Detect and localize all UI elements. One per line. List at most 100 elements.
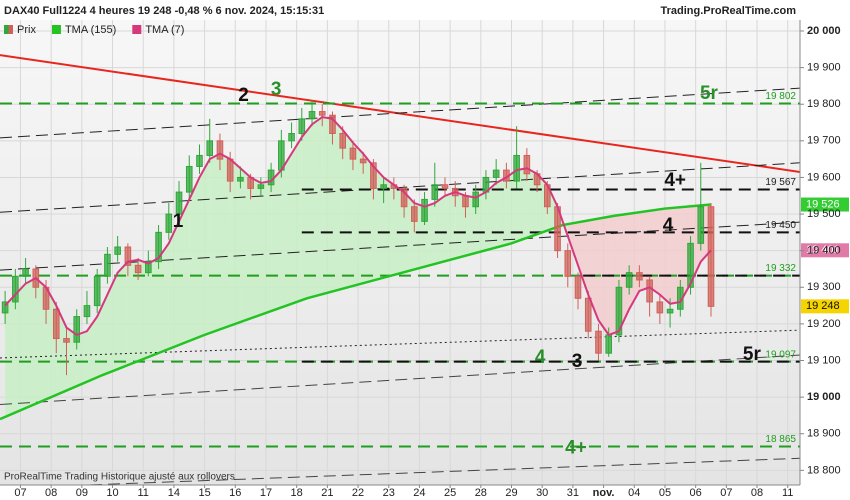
legend-label: Prix bbox=[17, 24, 36, 36]
x-tick-label: 06 bbox=[690, 487, 702, 499]
area-fill bbox=[5, 294, 16, 417]
candle-body bbox=[145, 261, 152, 274]
area-fill bbox=[383, 177, 394, 278]
area-fill bbox=[588, 218, 599, 321]
footer: ProRealTime Trading Historique ajusté au… bbox=[4, 472, 235, 483]
candle-body bbox=[707, 206, 715, 307]
area-fill bbox=[76, 331, 87, 387]
x-tick-label: 28 bbox=[475, 487, 487, 499]
x-tick-label: 21 bbox=[321, 487, 333, 499]
candle-body bbox=[370, 162, 377, 189]
candle-body bbox=[605, 334, 612, 354]
source: Trading.ProRealTime.com bbox=[660, 5, 796, 17]
x-tick-label: 30 bbox=[536, 487, 548, 499]
price-marker bbox=[801, 197, 849, 212]
candle-body bbox=[492, 169, 500, 178]
area-fill bbox=[107, 272, 118, 374]
area-fill bbox=[250, 177, 261, 319]
area-fill bbox=[475, 192, 486, 253]
candle-body bbox=[267, 169, 275, 186]
area-fill bbox=[496, 177, 507, 248]
candle-body bbox=[329, 114, 336, 135]
trendline bbox=[0, 87, 800, 139]
candle-body bbox=[114, 246, 121, 255]
candle-body bbox=[513, 154, 520, 182]
y-tick-label: 19 500 bbox=[807, 208, 841, 220]
price-marker bbox=[801, 299, 849, 314]
area-fill bbox=[465, 195, 476, 256]
candle-body bbox=[411, 206, 418, 222]
candle-body bbox=[237, 176, 244, 182]
area-fill bbox=[15, 283, 26, 413]
candle-body bbox=[226, 158, 234, 182]
price-marker-label: 19 401 bbox=[806, 244, 840, 256]
candle-body bbox=[22, 268, 29, 277]
candle-body bbox=[431, 184, 439, 200]
area-fill bbox=[434, 195, 446, 264]
candle-body bbox=[523, 154, 531, 175]
x-tick-label: 07 bbox=[720, 487, 732, 499]
wave-label: 3 bbox=[572, 351, 583, 372]
candle-body bbox=[63, 338, 70, 343]
area-fill bbox=[158, 243, 169, 354]
candle-body bbox=[298, 118, 306, 135]
candle-body bbox=[318, 111, 326, 116]
candle-body bbox=[636, 272, 643, 281]
y-tick-label: 20 000 bbox=[807, 25, 841, 37]
candle-body bbox=[349, 147, 357, 160]
area-fill bbox=[670, 207, 681, 304]
x-axis-background bbox=[0, 485, 800, 500]
level-label: 19 567 bbox=[765, 177, 796, 188]
candle-body bbox=[196, 154, 203, 167]
x-tick-label: 05 bbox=[659, 487, 671, 499]
candle-body bbox=[185, 165, 193, 193]
trendline bbox=[0, 162, 800, 213]
area-fill bbox=[240, 168, 251, 323]
area-fill bbox=[230, 159, 241, 326]
trendline bbox=[0, 54, 800, 173]
area-fill bbox=[219, 153, 231, 330]
candle-body bbox=[206, 140, 214, 156]
candle-body bbox=[595, 330, 602, 354]
legend-label: TMA (155) bbox=[65, 24, 116, 36]
area-fill bbox=[138, 259, 149, 362]
area-fill bbox=[117, 261, 128, 370]
header-bar bbox=[0, 0, 800, 20]
price-marker-label: 19 248 bbox=[806, 300, 840, 312]
area-fill bbox=[393, 184, 405, 275]
trendline bbox=[74, 457, 800, 485]
x-tick-label: 29 bbox=[505, 487, 517, 499]
candle-body bbox=[615, 286, 623, 336]
x-tick-label: 15 bbox=[198, 487, 210, 499]
y-tick-label: 19 900 bbox=[807, 62, 841, 74]
wave-label: 2 bbox=[238, 85, 249, 106]
x-tick-label: 11 bbox=[138, 487, 149, 499]
x-tick-label: 09 bbox=[76, 487, 88, 499]
candle-body bbox=[308, 111, 316, 120]
area-fill bbox=[526, 168, 538, 238]
x-tick-label: 23 bbox=[383, 487, 395, 499]
area-fill bbox=[209, 153, 220, 334]
area-fill bbox=[516, 168, 527, 242]
area-fill bbox=[168, 221, 180, 349]
y-tick-label: 19 700 bbox=[807, 135, 841, 147]
y-tick-label: 19 600 bbox=[807, 171, 841, 183]
legend-swatch bbox=[51, 25, 61, 34]
area-fill bbox=[301, 124, 313, 301]
candle-body bbox=[134, 264, 142, 274]
level-label: 19 802 bbox=[765, 91, 796, 102]
trendline bbox=[0, 221, 800, 271]
x-tick-label: 04 bbox=[628, 487, 640, 499]
area-fill bbox=[179, 199, 190, 345]
candle-body bbox=[52, 308, 60, 340]
area-fill bbox=[312, 117, 323, 297]
level-label: 19 097 bbox=[765, 349, 796, 360]
x-tick-label: 14 bbox=[168, 487, 180, 499]
legend-swatch bbox=[132, 25, 142, 34]
wave-label: 4 bbox=[535, 347, 546, 368]
price-marker-label: 19 526 bbox=[806, 198, 840, 210]
area-fill bbox=[322, 117, 333, 295]
area-fill bbox=[199, 159, 210, 337]
y-tick-label: 19 100 bbox=[807, 354, 841, 366]
